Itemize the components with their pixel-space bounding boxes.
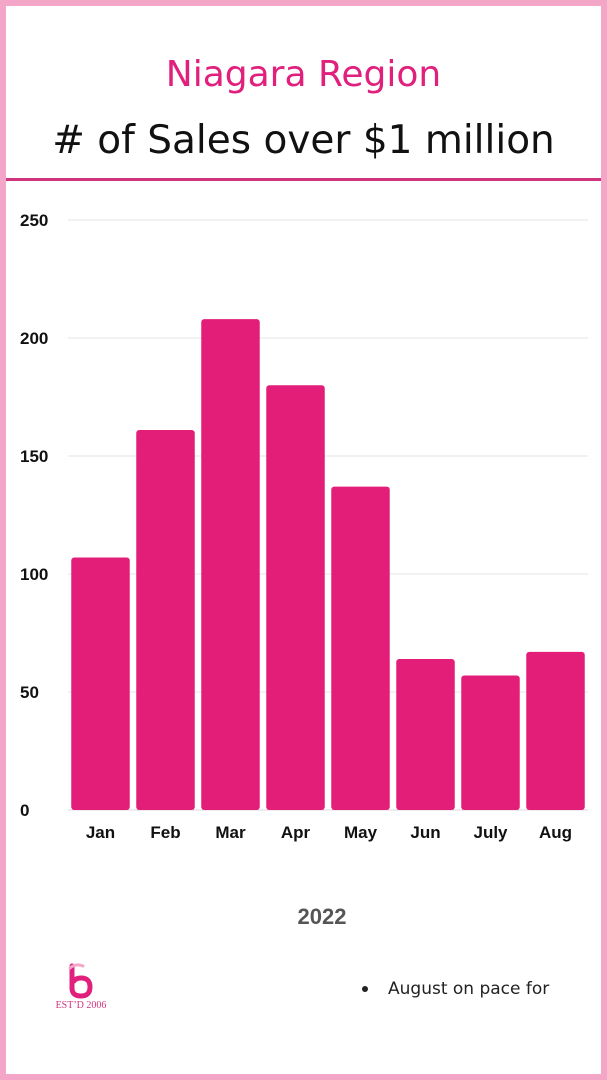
x-tick-label: July	[473, 823, 508, 842]
bar-apr	[266, 385, 325, 810]
bar-feb	[136, 430, 195, 810]
y-tick-label: 100	[20, 565, 48, 584]
y-tick-label: 250	[20, 211, 48, 230]
y-tick-label: 0	[20, 801, 29, 820]
y-tick-label: 50	[20, 683, 39, 702]
x-tick-label: May	[344, 823, 378, 842]
y-tick-label: 150	[20, 447, 48, 466]
bar-chart: 0 50 100 150 200 250 Jan Feb Mar Apr May Jun July Aug…	[20, 211, 588, 929]
bar-mar	[201, 319, 260, 810]
x-tick-label: Aug	[539, 823, 572, 842]
y-tick-label: 200	[20, 329, 48, 348]
x-tick-label: Jun	[410, 823, 440, 842]
footnote: August on pace for	[362, 979, 549, 999]
bullet-icon	[362, 986, 368, 992]
bar-aug	[526, 651, 585, 810]
logo-established-text: EST’D 2006	[55, 1000, 107, 1011]
bar-may	[331, 486, 390, 810]
x-tick-label: Apr	[281, 823, 311, 842]
bar-jan	[71, 557, 130, 810]
x-tick-label: Mar	[215, 823, 246, 842]
x-tick-label: Feb	[150, 823, 180, 842]
bar-july	[461, 675, 520, 810]
brand-logo: EST’D 2006	[50, 960, 112, 1022]
bar-layer	[71, 319, 585, 810]
chart-title-region: Niagara Region	[165, 54, 442, 95]
chart-header: Niagara Region # of Sales over $1 millio…	[6, 6, 601, 181]
bar-jun	[396, 658, 455, 810]
logo-mark-icon	[68, 963, 93, 999]
chart-title-metric: # of Sales over $1 million	[52, 118, 555, 163]
x-axis-label: 2022	[298, 904, 347, 929]
x-tick-label: Jan	[86, 823, 115, 842]
footnote-text: August on pace for	[388, 979, 550, 999]
label-layer: 0 50 100 150 200 250 Jan Feb Mar Apr May Jun July Aug…	[20, 211, 572, 929]
